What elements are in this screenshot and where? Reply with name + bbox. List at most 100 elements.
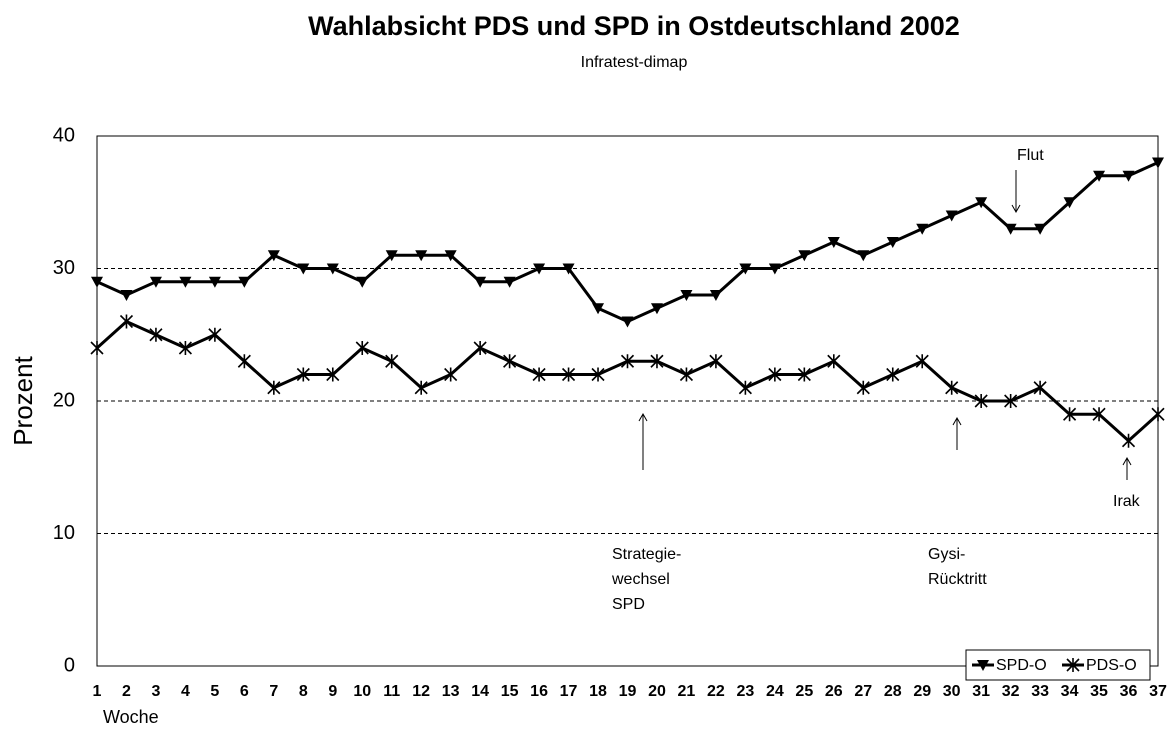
x-tick-label: 12 — [412, 683, 430, 700]
x-tick-label: 37 — [1149, 683, 1167, 700]
x-tick-label: 31 — [972, 683, 990, 700]
marker — [297, 263, 310, 275]
marker — [797, 367, 811, 382]
marker — [591, 367, 605, 382]
annotation: Irak — [1113, 493, 1141, 510]
x-tick-label: 4 — [181, 683, 190, 700]
marker — [1152, 157, 1164, 169]
marker — [975, 197, 988, 209]
x-tick-label: 16 — [530, 683, 548, 700]
marker — [267, 380, 281, 395]
marker — [768, 367, 782, 382]
marker — [1121, 433, 1136, 448]
marker — [827, 237, 840, 248]
x-tick-label: 25 — [795, 683, 813, 700]
marker — [178, 341, 192, 355]
marker — [267, 250, 280, 262]
marker — [532, 367, 546, 382]
marker — [886, 367, 900, 382]
annotation-arrowhead — [952, 416, 962, 426]
marker — [444, 250, 457, 262]
x-tick-label: 6 — [240, 683, 249, 700]
x-tick-label: 1 — [93, 683, 102, 700]
annotation: wechsel — [611, 571, 670, 588]
marker — [1093, 170, 1106, 182]
x-tick-label: 28 — [884, 683, 902, 700]
x-axis-label: Woche — [103, 707, 159, 727]
x-tick-label: 19 — [619, 683, 637, 700]
x-tick-label: 15 — [501, 683, 519, 700]
marker — [326, 367, 340, 382]
marker — [562, 263, 575, 275]
y-tick-label: 20 — [53, 389, 75, 411]
x-tick-label: 9 — [328, 683, 337, 700]
x-tick-label: 34 — [1061, 683, 1079, 700]
marker — [592, 303, 605, 315]
marker — [385, 250, 398, 262]
marker — [621, 316, 634, 328]
x-tick-label: 26 — [825, 683, 843, 700]
marker — [856, 380, 870, 395]
x-tick-label: 32 — [1002, 683, 1020, 700]
chart-title: Wahlabsicht PDS und SPD in Ostdeutschlan… — [308, 11, 960, 41]
x-tick-label: 29 — [913, 683, 931, 700]
marker — [149, 276, 162, 288]
marker — [1066, 658, 1080, 672]
annotation-arrowhead — [1011, 204, 1021, 214]
marker — [296, 367, 310, 382]
x-tick-label: 18 — [589, 683, 607, 700]
marker — [709, 290, 722, 301]
marker — [945, 380, 959, 395]
x-tick-label: 20 — [648, 683, 666, 700]
x-tick-label: 24 — [766, 683, 784, 700]
x-tick-label: 11 — [383, 683, 400, 700]
annotation-arrowhead — [1122, 456, 1132, 466]
marker — [1063, 197, 1076, 209]
marker — [356, 276, 369, 288]
annotation: Gysi- — [928, 546, 965, 563]
marker — [798, 250, 811, 262]
x-tick-label: 21 — [678, 683, 696, 700]
x-tick-label: 23 — [736, 683, 754, 700]
marker — [739, 263, 752, 275]
annotation-arrowhead — [638, 412, 648, 422]
marker — [415, 250, 428, 262]
marker — [237, 354, 251, 369]
annotation: Strategie- — [612, 546, 681, 563]
marker — [385, 354, 399, 369]
legend-label: PDS-O — [1086, 657, 1137, 674]
x-tick-label: 10 — [353, 683, 371, 700]
annotation: Rücktritt — [928, 571, 987, 588]
x-tick-label: 30 — [943, 683, 961, 700]
x-tick-label: 35 — [1090, 683, 1108, 700]
marker — [208, 276, 221, 288]
marker — [915, 354, 929, 369]
marker — [90, 341, 104, 355]
marker — [680, 290, 693, 301]
marker — [179, 276, 192, 288]
marker — [474, 276, 487, 288]
x-tick-label: 22 — [707, 683, 725, 700]
chart-subtitle: Infratest-dimap — [581, 54, 688, 71]
marker — [149, 327, 163, 342]
x-tick-label: 36 — [1120, 683, 1138, 700]
y-tick-label: 0 — [64, 654, 75, 676]
y-tick-label: 40 — [53, 124, 75, 146]
marker — [679, 367, 694, 382]
y-tick-label: 30 — [53, 257, 75, 279]
x-tick-label: 3 — [151, 683, 160, 700]
marker — [1122, 170, 1135, 182]
marker — [857, 250, 870, 262]
legend-label: SPD-O — [996, 657, 1047, 674]
x-tick-label: 2 — [122, 683, 131, 700]
annotation: SPD — [612, 596, 645, 613]
x-tick-label: 13 — [442, 683, 460, 700]
marker — [208, 327, 222, 342]
y-axis-label: Prozent — [8, 355, 38, 445]
marker — [444, 367, 458, 382]
marker — [473, 341, 487, 355]
marker — [120, 290, 133, 301]
y-tick-label: 10 — [53, 522, 75, 544]
legend-box — [965, 649, 1151, 681]
marker — [974, 394, 988, 408]
